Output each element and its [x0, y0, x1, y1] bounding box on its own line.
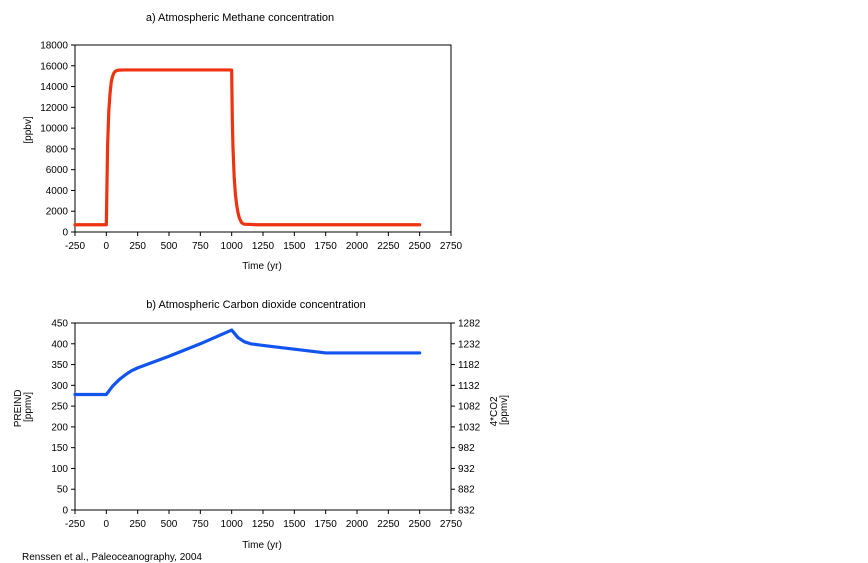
methane-x-tick-label: 1000: [221, 241, 244, 252]
methane-x-tick-label: 2000: [346, 241, 369, 252]
methane-x-tick-label: 500: [161, 241, 178, 252]
co2-y-ticks: 0 50 100 150 200 250 300 350 400 450: [51, 319, 75, 517]
methane-y-tick-label: 0: [62, 228, 68, 239]
methane-y-tick-label: 12000: [40, 103, 68, 114]
methane-series: [73, 68, 422, 227]
co2-x-tick-label: 1500: [283, 519, 306, 530]
co2-y-axis-label-line2: [ppmv]: [23, 392, 34, 422]
source-credit: Renssen et al., Paleoceanography, 2004: [22, 552, 202, 563]
methane-x-axis-label: Time (yr): [242, 261, 282, 272]
methane-y-tick-label: 4000: [46, 186, 69, 197]
co2-x-tick-label: -250: [65, 519, 85, 530]
co2-y2-axis-label-line1: 4*CO2: [489, 396, 500, 426]
co2-x-tick-label: 1000: [221, 519, 244, 530]
methane-y-ticks: 0 2000 4000 6000 8000 10000 12000 14000 16000 180…: [40, 41, 75, 239]
co2-y2-axis-label: 4*CO2 [ppmv]: [489, 394, 510, 427]
co2-y2-tick-label: 1182: [458, 360, 480, 371]
methane-x-tick-label: 2250: [377, 241, 400, 252]
methane-x-tick-label: 1250: [252, 241, 275, 252]
methane-y-tick-label: 14000: [40, 82, 68, 93]
methane-chart-title: a) Atmospheric Methane concentration: [146, 12, 334, 24]
co2-line: [73, 328, 422, 397]
methane-plot-frame: [74, 44, 452, 233]
methane-x-tick-label: 250: [129, 241, 146, 252]
co2-x-tick-label: 2000: [346, 519, 369, 530]
co2-x-tick-label: 750: [192, 519, 209, 530]
co2-y-tick-label: 250: [51, 402, 68, 413]
methane-x-tick-label: 2500: [409, 241, 432, 252]
co2-y2-ticks: 832 882 932 982 1032 1082 1132 1182 1232 1282: [451, 319, 481, 517]
co2-x-tick-label: 250: [129, 519, 146, 530]
co2-y2-tick-label: 832: [458, 506, 475, 517]
co2-chart-title: b) Atmospheric Carbon dioxide concentrat…: [146, 299, 366, 311]
co2-y-tick-label: 200: [51, 422, 68, 433]
co2-y-tick-label: 50: [57, 485, 69, 496]
methane-x-tick-label: 2750: [440, 241, 463, 252]
co2-plot-frame: [74, 322, 452, 511]
co2-y-axis-label: PREIND [ppmv]: [13, 387, 34, 428]
co2-panel: b) Atmospheric Carbon dioxide concentrat…: [13, 299, 510, 551]
methane-y-tick-label: 6000: [46, 165, 69, 176]
methane-x-tick-label: -250: [65, 241, 85, 252]
co2-x-tick-label: 2250: [377, 519, 400, 530]
methane-panel: a) Atmospheric Methane concentration 0 20…: [23, 12, 463, 272]
co2-y2-tick-label: 1282: [458, 319, 481, 330]
co2-y-tick-label: 300: [51, 381, 68, 392]
co2-y-tick-label: 350: [51, 360, 68, 371]
co2-x-tick-label: 500: [161, 519, 178, 530]
co2-y-tick-label: 0: [62, 506, 68, 517]
methane-x-tick-label: 1500: [283, 241, 306, 252]
co2-y2-tick-label: 932: [458, 464, 475, 475]
co2-y2-tick-label: 1082: [458, 402, 481, 413]
methane-y-axis-label: [ppbv]: [23, 116, 34, 143]
methane-y-tick-label: 16000: [40, 61, 68, 72]
co2-y-tick-label: 100: [51, 464, 68, 475]
co2-y-axis-label-line1: PREIND: [13, 389, 24, 427]
co2-y2-tick-label: 1232: [458, 339, 481, 350]
co2-x-tick-label: 2500: [409, 519, 432, 530]
methane-x-tick-label: 750: [192, 241, 209, 252]
co2-y-tick-label: 450: [51, 319, 68, 330]
co2-series: [73, 328, 422, 397]
co2-y-tick-label: 400: [51, 339, 68, 350]
co2-y2-axis-label-line2: [ppmv]: [499, 395, 510, 425]
co2-x-tick-label: 1250: [252, 519, 275, 530]
co2-x-tick-label: 2750: [440, 519, 463, 530]
co2-y2-tick-label: 882: [458, 485, 475, 496]
methane-y-tick-label: 10000: [40, 124, 68, 135]
methane-x-tick-label: 0: [104, 241, 110, 252]
co2-y2-tick-label: 982: [458, 443, 475, 454]
methane-y-tick-label: 18000: [40, 41, 68, 52]
co2-y2-tick-label: 1032: [458, 422, 481, 433]
methane-x-ticks: -250 0 250 500 750 1000 1250 1500 1750 2000 2250 25…: [65, 232, 463, 252]
methane-x-tick-label: 1750: [315, 241, 338, 252]
co2-x-tick-label: 1750: [315, 519, 338, 530]
co2-x-ticks: -250 0 250 500 750 1000 1250 1500 1750 2000 2250 25…: [65, 510, 463, 530]
methane-y-tick-label: 8000: [46, 144, 69, 155]
co2-y2-tick-label: 1132: [458, 381, 480, 392]
co2-y-tick-label: 150: [51, 443, 68, 454]
methane-line: [73, 68, 422, 227]
co2-x-axis-label: Time (yr): [242, 540, 282, 551]
methane-y-tick-label: 2000: [46, 207, 69, 218]
co2-x-tick-label: 0: [104, 519, 110, 530]
